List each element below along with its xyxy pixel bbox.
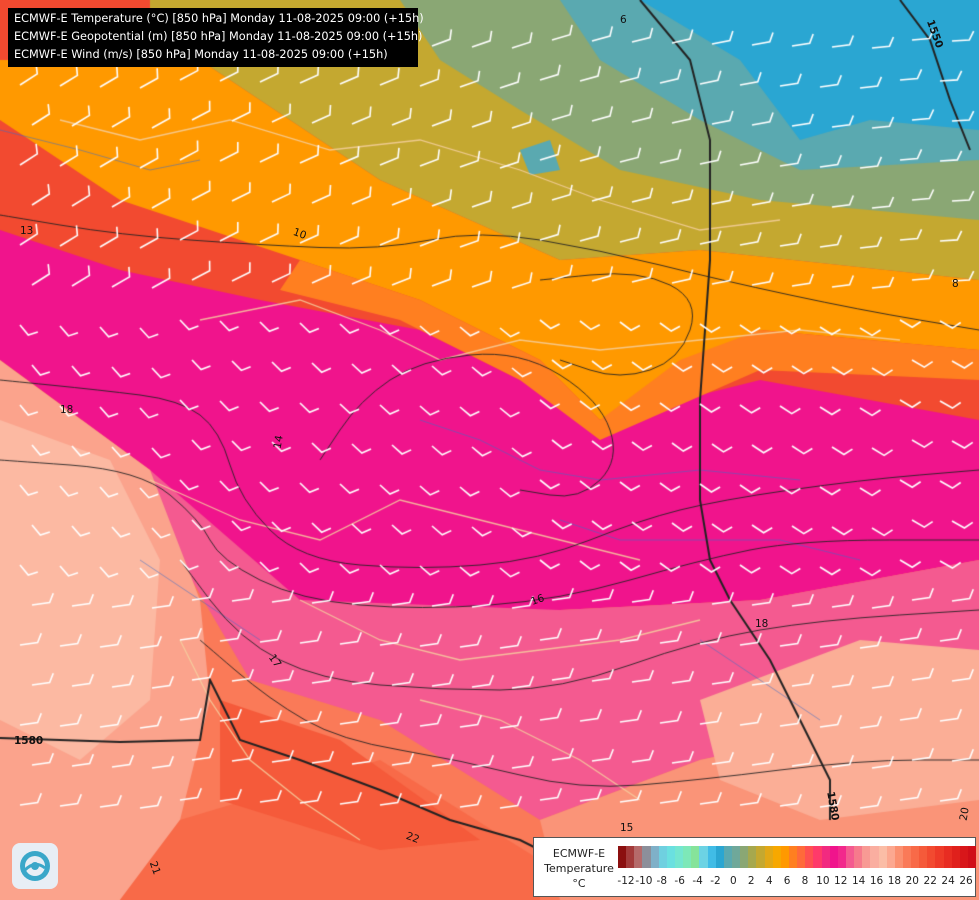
legend-tick-label: 20 <box>905 875 919 887</box>
legend-tick-label: -10 <box>635 875 653 887</box>
contour-label: 20 <box>957 806 972 822</box>
legend-swatch <box>951 846 960 868</box>
legend-swatch <box>968 846 977 868</box>
contour-label-geopotential: 1580 <box>14 735 44 747</box>
legend-swatch <box>748 846 757 868</box>
legend-swatch <box>772 846 781 868</box>
legend-swatch <box>797 846 806 868</box>
legend-swatch <box>821 846 830 868</box>
legend-swatch <box>911 846 920 868</box>
contour-label: 14 <box>271 434 286 450</box>
legend-swatch <box>642 846 651 868</box>
legend-tick-label: -12 <box>617 875 635 887</box>
legend-tick-label: 16 <box>869 875 884 887</box>
legend-swatch <box>764 846 773 868</box>
legend-unit: °C <box>572 877 586 890</box>
legend-swatch <box>634 846 643 868</box>
legend-swatch <box>927 846 936 868</box>
legend-ticks: -12 -10 -8 -6 -4 -2 0 2 4 6 8 10 12 14 16 18 20 22 24 26 <box>617 875 974 889</box>
title-wind: ECMWF-E Wind (m/s) [850 hPa] Monday 11-0… <box>14 48 388 61</box>
legend-tick-label: -2 <box>710 875 721 887</box>
legend-tick-label: 26 <box>959 875 973 887</box>
title-geopotential: ECMWF-E Geopotential (m) [850 hPa] Monda… <box>14 30 423 43</box>
legend-swatch <box>943 846 952 868</box>
contour-label: 13 <box>20 225 34 237</box>
legend-swatch <box>626 846 635 868</box>
legend-swatch <box>666 846 675 868</box>
temperature-legend: ECMWF-E Temperature °C -12 -10 -8 -6 -4 -2 0 2 4… <box>533 837 977 897</box>
legend-swatch <box>731 846 741 868</box>
legend-swatch <box>862 846 871 868</box>
legend-swatch <box>959 846 969 868</box>
legend-swatch <box>894 846 903 868</box>
legend-tick-label: 10 <box>816 875 830 887</box>
legend-swatch <box>780 846 789 868</box>
contour-label: 18 <box>755 618 769 630</box>
legend-swatch <box>886 846 895 868</box>
legend-swatch <box>854 846 863 868</box>
legend-swatch <box>699 846 708 868</box>
legend-swatch <box>683 846 692 868</box>
legend-swatch <box>805 846 814 868</box>
legend-swatch <box>707 846 716 868</box>
legend-tick-label: 2 <box>747 875 755 887</box>
legend-tick-label: 14 <box>851 875 866 887</box>
legend-tick-label: 8 <box>801 875 809 887</box>
legend-swatch <box>658 846 667 868</box>
legend-swatch <box>837 846 846 868</box>
legend-swatch <box>845 846 855 868</box>
legend-tick-label: -6 <box>674 875 685 887</box>
legend-swatch <box>935 846 944 868</box>
legend-swatch <box>650 846 659 868</box>
legend-swatch <box>674 846 684 868</box>
legend-tick-label: 12 <box>834 875 848 887</box>
legend-swatch <box>902 846 912 868</box>
legend-swatch <box>618 846 627 868</box>
legend-swatch <box>691 846 700 868</box>
legend-swatch <box>723 846 732 868</box>
map-title-box: ECMWF-E Temperature (°C) [850 hPa] Monda… <box>8 8 424 67</box>
legend-tick-label: -4 <box>692 875 703 887</box>
legend-tick-label: 18 <box>887 875 902 887</box>
legend-swatch <box>756 846 765 868</box>
legend-tick-label: 22 <box>923 875 937 887</box>
legend-swatch <box>788 846 798 868</box>
ecmwf-logo-icon <box>12 843 58 889</box>
title-temperature: ECMWF-E Temperature (°C) [850 hPa] Monda… <box>14 12 424 25</box>
legend-variable: Temperature <box>544 862 614 875</box>
legend-title: ECMWF-E Temperature °C <box>540 846 618 891</box>
legend-swatch <box>813 846 822 868</box>
legend-model: ECMWF-E <box>552 847 606 860</box>
legend-swatch <box>715 846 724 868</box>
contour-label: 18 <box>60 404 74 416</box>
legend-tick-label: 0 <box>730 875 737 887</box>
legend-color-scale <box>618 846 977 868</box>
contour-label: 15 <box>620 822 634 834</box>
legend-swatch <box>870 846 879 868</box>
legend-swatch <box>740 846 749 868</box>
legend-swatch <box>878 846 887 868</box>
legend-swatch <box>829 846 838 868</box>
legend-swatch <box>919 846 928 868</box>
contour-label: 6 <box>620 14 627 26</box>
legend-tick-label: 4 <box>765 875 773 887</box>
legend-tick-label: 6 <box>783 875 791 887</box>
legend-tick-label: -8 <box>656 875 668 887</box>
legend-tick-label: 24 <box>941 875 955 887</box>
contour-label: 8 <box>952 278 959 290</box>
